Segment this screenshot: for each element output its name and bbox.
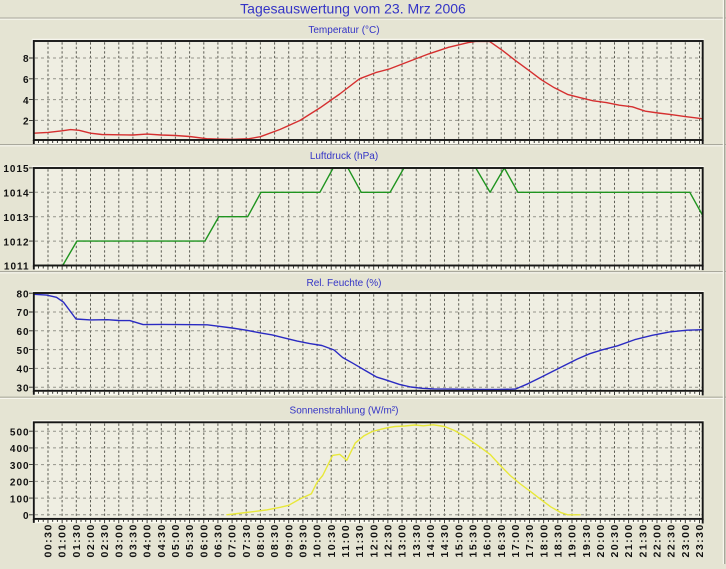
svg-text:Sonnenstrahlung (W/m²): Sonnenstrahlung (W/m²) bbox=[290, 406, 399, 417]
svg-text:12:30: 12:30 bbox=[383, 523, 395, 557]
svg-text:1011: 1011 bbox=[4, 262, 30, 273]
svg-text:00:30: 00:30 bbox=[43, 523, 55, 557]
svg-text:Rel. Feuchte (%): Rel. Feuchte (%) bbox=[306, 278, 381, 289]
svg-text:70: 70 bbox=[16, 308, 29, 319]
svg-text:11:00: 11:00 bbox=[340, 524, 352, 558]
svg-text:400: 400 bbox=[10, 444, 30, 455]
svg-text:10:00: 10:00 bbox=[312, 523, 324, 557]
svg-text:06:30: 06:30 bbox=[213, 523, 225, 557]
svg-text:2: 2 bbox=[23, 117, 30, 128]
svg-text:20:00: 20:00 bbox=[595, 523, 607, 557]
svg-text:16:30: 16:30 bbox=[496, 523, 508, 557]
svg-text:12:00: 12:00 bbox=[368, 523, 380, 557]
svg-text:1012: 1012 bbox=[3, 237, 29, 248]
svg-text:01:30: 01:30 bbox=[71, 523, 83, 557]
svg-text:11:30: 11:30 bbox=[354, 524, 366, 558]
svg-text:100: 100 bbox=[10, 494, 30, 505]
svg-text:17:30: 17:30 bbox=[524, 523, 536, 557]
svg-text:500: 500 bbox=[10, 427, 30, 438]
svg-text:23:00: 23:00 bbox=[680, 523, 692, 557]
svg-text:40: 40 bbox=[16, 365, 29, 376]
svg-text:200: 200 bbox=[10, 478, 30, 489]
svg-text:04:30: 04:30 bbox=[156, 523, 168, 557]
svg-text:21:30: 21:30 bbox=[637, 523, 649, 557]
svg-text:0: 0 bbox=[23, 511, 30, 522]
svg-text:15:30: 15:30 bbox=[468, 523, 480, 557]
svg-text:02:30: 02:30 bbox=[99, 523, 111, 557]
svg-text:23:30: 23:30 bbox=[694, 523, 706, 557]
svg-text:10:30: 10:30 bbox=[326, 523, 338, 557]
svg-text:15:00: 15:00 bbox=[453, 523, 465, 557]
svg-text:16:00: 16:00 bbox=[482, 523, 494, 557]
svg-text:17:00: 17:00 bbox=[510, 523, 522, 557]
svg-text:Temperatur (°C): Temperatur (°C) bbox=[308, 25, 379, 36]
svg-text:14:00: 14:00 bbox=[425, 523, 437, 557]
svg-text:04:00: 04:00 bbox=[142, 523, 154, 557]
svg-text:07:00: 07:00 bbox=[227, 523, 239, 557]
svg-text:09:30: 09:30 bbox=[298, 523, 310, 557]
svg-text:1014: 1014 bbox=[3, 189, 29, 200]
svg-text:1013: 1013 bbox=[3, 213, 29, 224]
svg-text:03:00: 03:00 bbox=[113, 523, 125, 557]
svg-text:02:00: 02:00 bbox=[85, 523, 97, 557]
svg-text:Luftdruck (hPa): Luftdruck (hPa) bbox=[310, 151, 378, 162]
svg-text:8: 8 bbox=[23, 54, 30, 65]
svg-text:08:30: 08:30 bbox=[269, 523, 281, 557]
svg-text:6: 6 bbox=[23, 75, 30, 86]
svg-text:18:00: 18:00 bbox=[538, 523, 550, 557]
svg-text:01:00: 01:00 bbox=[57, 523, 69, 557]
svg-text:18:30: 18:30 bbox=[552, 523, 564, 557]
svg-text:50: 50 bbox=[16, 346, 29, 357]
svg-text:21:00: 21:00 bbox=[623, 523, 635, 557]
svg-text:Tagesauswertung vom 23. Mrz 20: Tagesauswertung vom 23. Mrz 2006 bbox=[240, 0, 466, 16]
svg-text:300: 300 bbox=[10, 461, 30, 472]
svg-text:22:00: 22:00 bbox=[652, 523, 664, 557]
svg-text:1015: 1015 bbox=[3, 164, 29, 175]
svg-text:30: 30 bbox=[16, 383, 29, 394]
svg-text:09:00: 09:00 bbox=[283, 523, 295, 557]
svg-text:19:00: 19:00 bbox=[567, 523, 579, 557]
svg-text:20:30: 20:30 bbox=[609, 523, 621, 557]
svg-text:07:30: 07:30 bbox=[241, 523, 253, 557]
svg-text:05:30: 05:30 bbox=[184, 523, 196, 557]
svg-text:06:00: 06:00 bbox=[198, 523, 210, 557]
svg-text:80: 80 bbox=[16, 289, 29, 300]
svg-text:14:30: 14:30 bbox=[439, 523, 451, 557]
svg-text:4: 4 bbox=[23, 96, 30, 107]
svg-text:13:30: 13:30 bbox=[411, 523, 423, 557]
svg-text:60: 60 bbox=[16, 327, 29, 338]
svg-text:22:30: 22:30 bbox=[666, 523, 678, 557]
svg-text:05:00: 05:00 bbox=[170, 523, 182, 557]
svg-text:03:30: 03:30 bbox=[128, 523, 140, 557]
svg-text:13:00: 13:00 bbox=[397, 523, 409, 557]
svg-text:19:30: 19:30 bbox=[581, 523, 593, 557]
svg-text:08:00: 08:00 bbox=[255, 523, 267, 557]
